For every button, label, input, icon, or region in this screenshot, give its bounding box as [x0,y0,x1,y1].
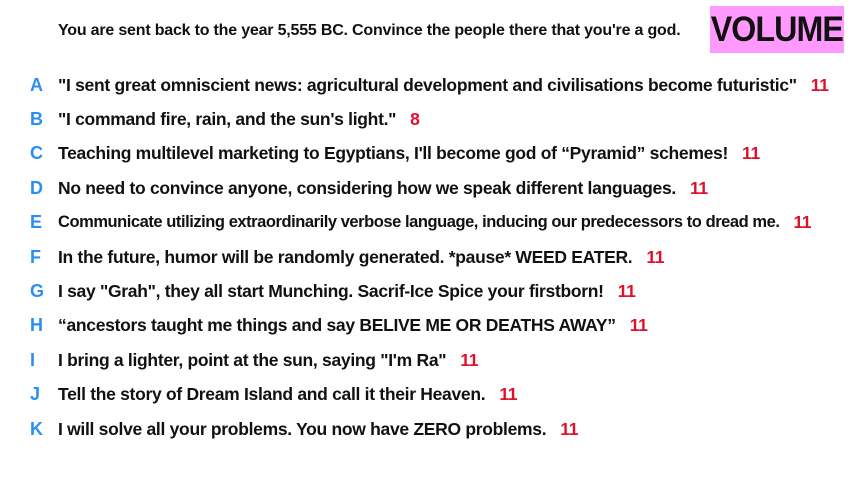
answer-body: Communicate utilizing extraordinarily ve… [58,213,780,232]
answer-count: 11 [689,177,708,198]
answer-list: A "I sent great omniscient news: agricul… [0,68,853,446]
answer-text: Communicate utilizing extraordinarily ve… [58,212,812,233]
answer-letter: F [30,246,41,267]
answer-body: No need to convince anyone, considering … [58,177,676,198]
answer-letter: C [30,143,43,164]
answer-body: In the future, humor will be randomly ge… [58,246,633,267]
answer-text: Teaching multilevel marketing to Egyptia… [58,143,760,164]
answer-text: I will solve all your problems. You now … [58,418,579,440]
answer-body: I bring a lighter, point at the sun, say… [58,349,447,370]
answer-count: 11 [646,246,665,267]
answer-row: B "I command fire, rain, and the sun's l… [0,102,853,136]
answer-row: G I say "Grah", they all start Munching.… [0,274,853,308]
answer-count: 11 [460,349,479,370]
answer-letter: D [30,177,43,198]
answer-letter: H [30,315,43,336]
answer-row: F In the future, humor will be randomly … [0,240,853,274]
answer-text: I bring a lighter, point at the sun, say… [58,350,478,371]
answer-body: I will solve all your problems. You now … [58,418,547,439]
answer-text: In the future, humor will be randomly ge… [58,246,665,268]
prompt-text: You are sent back to the year 5,555 BC. … [58,22,681,39]
answer-text: "I sent great omniscient news: agricultu… [58,75,829,96]
answer-count: 11 [617,281,636,302]
answer-body: “ancestors taught me things and say BELI… [58,315,616,336]
answer-row: H “ancestors taught me things and say BE… [0,309,853,343]
answer-count: 11 [793,212,812,233]
answer-body: "I command fire, rain, and the sun's lig… [58,109,397,130]
answer-letter: G [30,281,45,302]
answer-count: 11 [560,418,579,439]
answer-count: 11 [810,74,829,95]
answer-text: I say "Grah", they all start Munching. S… [58,281,636,302]
answer-letter: A [30,74,43,95]
volume-badge: VOLUME [710,6,844,53]
answer-letter: E [30,212,43,233]
answer-text: "I command fire, rain, and the sun's lig… [58,109,420,130]
answer-count: 11 [629,315,648,336]
answer-count: 11 [499,384,518,405]
answer-text: No need to convince anyone, considering … [58,178,708,199]
answer-letter: K [30,418,43,439]
answer-row: K I will solve all your problems. You no… [0,412,853,446]
volume-badge-label: VOLUME [710,9,844,49]
answer-body: I say "Grah", they all start Munching. S… [58,281,604,302]
answer-count: 8 [410,109,420,130]
answer-row: D No need to convince anyone, considerin… [0,171,853,205]
answer-count: 11 [742,143,760,164]
answer-row: E Communicate utilizing extraordinarily … [0,206,853,240]
answer-body: Tell the story of Dream Island and call … [58,384,486,405]
answer-letter: B [30,109,43,130]
answer-row: I I bring a lighter, point at the sun, s… [0,343,853,377]
answer-letter: I [30,349,36,370]
answer-row: A "I sent great omniscient news: agricul… [0,68,853,102]
answer-text: “ancestors taught me things and say BELI… [58,315,648,336]
answer-letter: J [30,384,41,405]
answer-row: C Teaching multilevel marketing to Egypt… [0,137,853,171]
answer-text: Tell the story of Dream Island and call … [58,384,518,405]
answer-row: J Tell the story of Dream Island and cal… [0,378,853,412]
answer-body: Teaching multilevel marketing to Egyptia… [58,143,728,164]
answer-body: "I sent great omniscient news: agricultu… [58,74,797,95]
